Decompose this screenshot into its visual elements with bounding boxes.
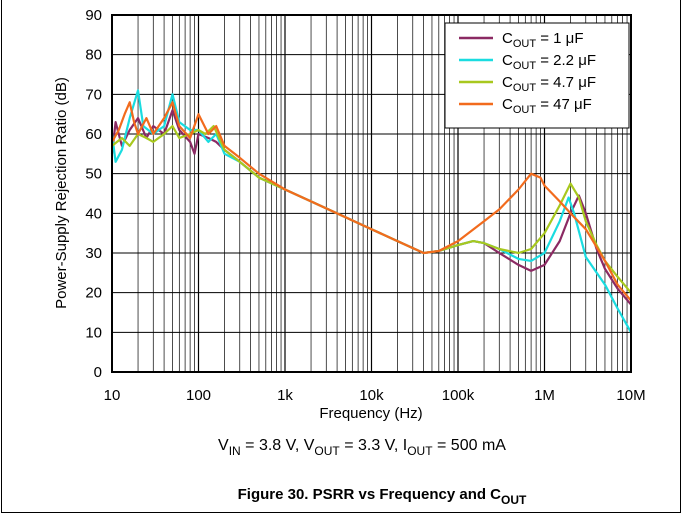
- y-axis-label: Power-Supply Rejection Ratio (dB): [53, 77, 70, 309]
- x-tick-label: 100k: [442, 387, 475, 404]
- y-tick-label: 20: [85, 285, 102, 302]
- test-conditions: VIN = 3.8 V, VOUT = 3.3 V, IOUT = 500 mA: [218, 437, 506, 458]
- legend-box: [444, 22, 630, 129]
- y-tick-label: 50: [85, 166, 102, 183]
- y-tick-label: 10: [85, 324, 102, 341]
- vout-symbol: V: [304, 437, 315, 454]
- y-tick-label: 30: [85, 245, 102, 262]
- y-tick-label: 80: [85, 47, 102, 64]
- legend-entry: COUT = 2.2 μF: [502, 52, 596, 72]
- iout-symbol: I: [403, 437, 407, 454]
- vout-subscript: OUT: [314, 444, 340, 458]
- y-tick-label: 60: [85, 126, 102, 143]
- chart-grid: [111, 14, 631, 373]
- legend-entry: COUT = 1 μF: [502, 30, 584, 50]
- y-tick-label: 0: [94, 364, 102, 381]
- x-tick-label: 10k: [359, 387, 384, 404]
- iout-value: = 500 mA: [433, 437, 507, 454]
- y-tick-label: 90: [85, 7, 102, 24]
- figure-caption: Figure 30. PSRR vs Frequency and COUT: [238, 486, 527, 507]
- y-tick-label: 70: [85, 86, 102, 103]
- x-tick-label: 10M: [616, 387, 645, 404]
- x-tick-label: 10: [104, 387, 121, 404]
- plot-area-border: [111, 14, 632, 373]
- vin-subscript: IN: [229, 444, 241, 458]
- chart-series: [110, 89, 632, 333]
- x-tick-label: 1k: [277, 387, 293, 404]
- y-tick-labels: 0 10 20 30 40 50 60 70 80 90: [85, 7, 102, 381]
- vin-symbol: V: [218, 437, 229, 454]
- x-axis-label: Frequency (Hz): [319, 405, 422, 422]
- legend-entry: COUT = 4.7 μF: [502, 74, 596, 94]
- legend-entry: COUT = 47 μF: [502, 96, 592, 116]
- x-tick-label: 100: [186, 387, 211, 404]
- vin-value: = 3.8 V,: [241, 437, 304, 454]
- x-tick-label: 1M: [534, 387, 555, 404]
- x-tick-labels: 10 100 1k 10k 100k 1M 10M: [104, 387, 646, 404]
- vout-value: = 3.3 V,: [340, 437, 403, 454]
- caption-main: Figure 30. PSRR vs Frequency and C: [238, 486, 502, 503]
- y-tick-label: 40: [85, 205, 102, 222]
- series-line: [111, 101, 632, 302]
- caption-subscript: OUT: [501, 493, 527, 507]
- iout-subscript: OUT: [407, 444, 433, 458]
